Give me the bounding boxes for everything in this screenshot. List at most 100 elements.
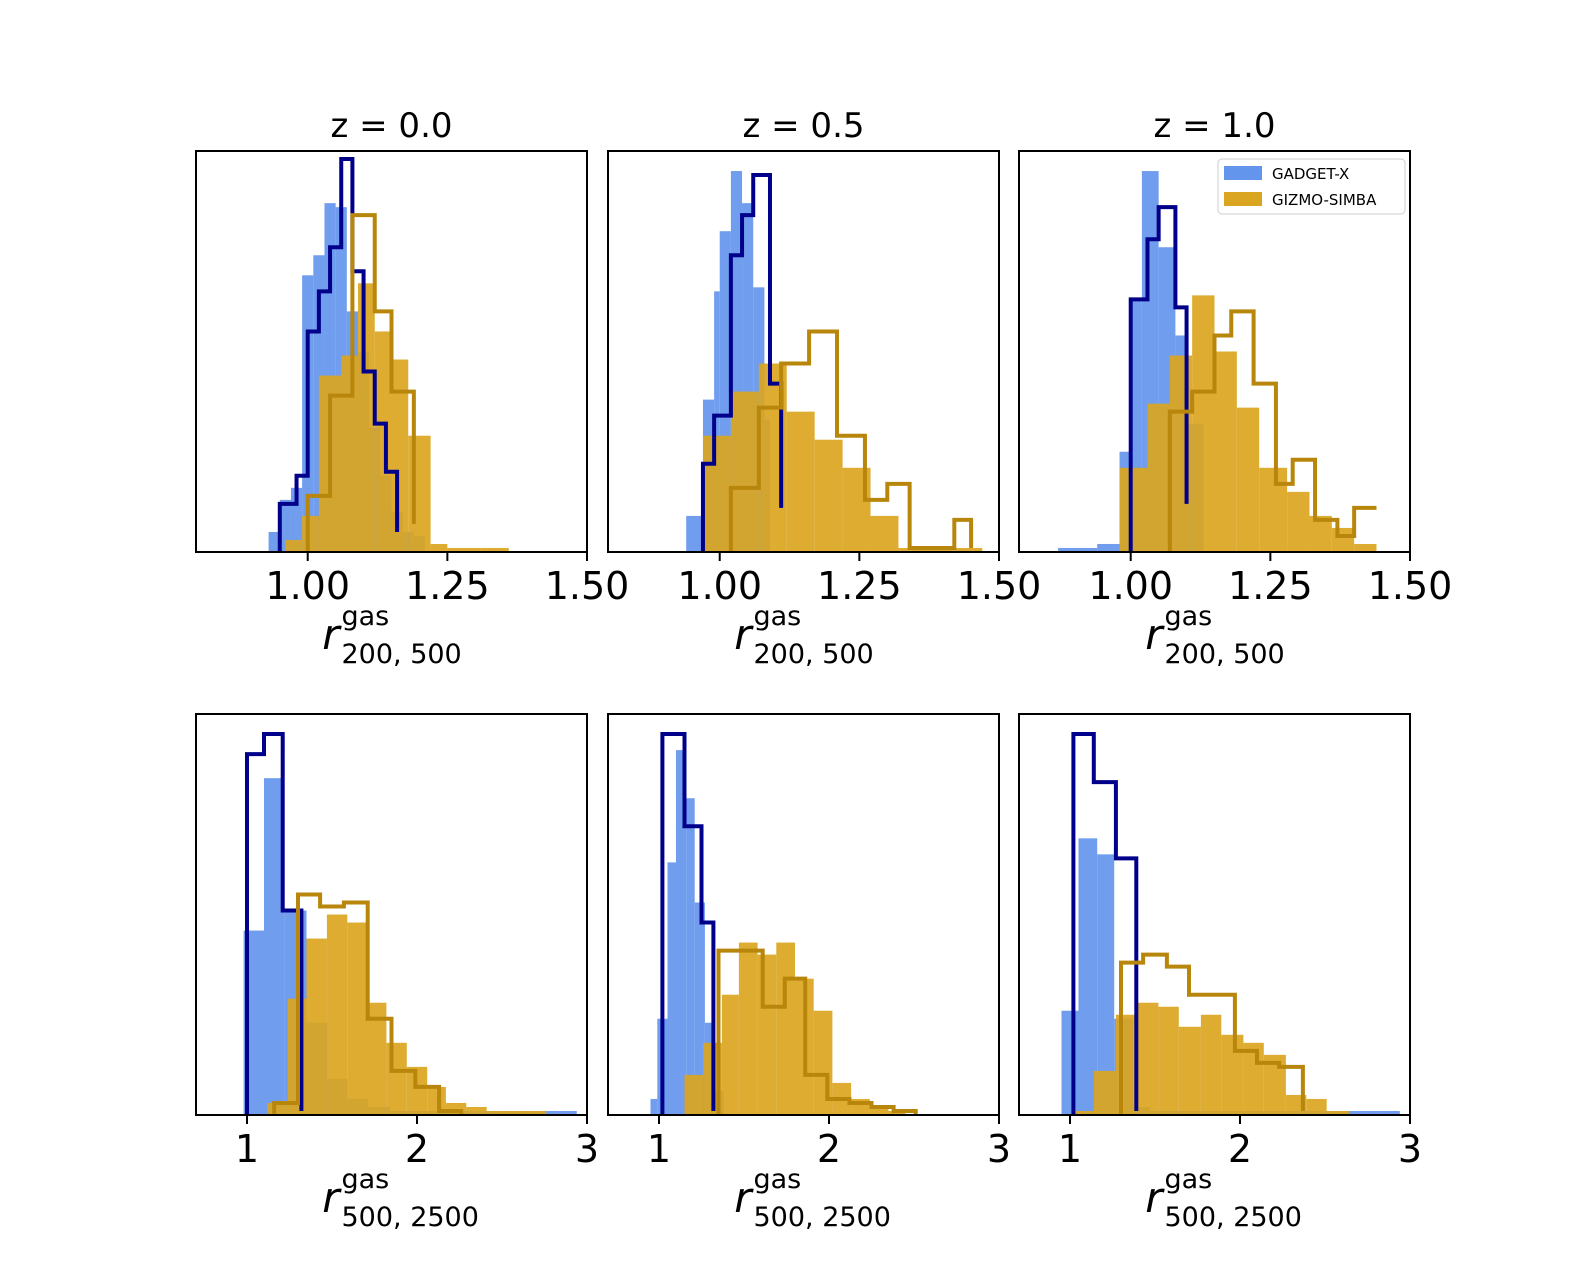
gadget-x-hist-bar [686,798,695,1115]
gizmo-simba-hist-bar [898,547,927,552]
axes-frame [1018,150,1411,553]
gadget-x-step [700,173,784,552]
gizmo-simba-hist-bar [954,547,983,552]
gizmo-simba-hist-bar [341,355,358,552]
x-tick-label: 1.50 [545,564,630,608]
gizmo-simba-hist-bar [1192,295,1215,552]
gizmo-simba-step [305,213,416,552]
gizmo-simba-hist-bar [366,1002,387,1115]
x-tick-label: 2 [405,1127,429,1171]
x-axis-label: r gas 200, 500 [734,601,874,670]
gadget-x-hist-bar [279,499,291,552]
plot-area [243,732,577,1115]
axes-frame [607,150,1000,553]
gadget-x-hist-bar [1058,547,1098,552]
x-axis-label-sub: 500, 2500 [1165,1202,1302,1233]
gadget-x-hist-bar [1364,1110,1382,1115]
gizmo-simba-hist-bar [926,547,955,552]
axes-frame [1018,713,1411,1116]
x-tick-label: 1.50 [957,564,1042,608]
gadget-x-hist-bar [1078,838,1098,1115]
gizmo-simba-hist-bar [326,914,348,1115]
gizmo-simba-hist-bar [1221,1034,1244,1115]
gadget-x-step [277,157,400,552]
gizmo-simba-hist-bar [466,1106,487,1115]
gadget-x-hist-bar [556,1110,577,1115]
gizmo-simba-hist-bar [1169,355,1193,552]
plot-area [268,157,509,552]
panel-title: z = 0.5 [742,106,864,146]
x-axis-label-main: r [734,610,754,659]
gadget-x-hist-bar [268,531,280,552]
gizmo-simba-step [716,948,918,1115]
gizmo-simba-hist-bar [1147,403,1170,552]
plot-area [1058,171,1377,552]
x-tick-label: 1.00 [677,564,762,608]
axes-frame [607,713,1000,1116]
gizmo-simba-hist-bar [1214,351,1237,552]
gizmo-simba-hist-bar [786,411,815,552]
gizmo-simba-hist-bar [357,283,375,552]
gizmo-simba-hist-bar [445,1102,467,1115]
gadget-x-hist-bar [1381,1110,1400,1115]
legend-frame [1217,158,1406,215]
panel-bottom-left: 1 2 3 r gas 500, 2500 [195,713,599,1233]
gizmo-simba-hist-bar [1115,1014,1137,1115]
x-axis-label-sup: gas [754,601,802,632]
gadget-x-hist-bar [730,171,743,552]
x-tick-label: 3 [987,1127,1011,1171]
gizmo-simba-hist-bar [480,547,509,552]
x-axis-label-sub: 500, 2500 [754,1202,891,1233]
panel-top-left: 1.00 1.25 1.50 z = 0.0 r gas 200, 500 [195,106,630,670]
gizmo-simba-hist-bar [1354,543,1377,552]
gizmo-simba-hist-bar [1331,527,1355,552]
panel-bottom-middle: 1 2 3 r gas 500, 2500 [607,713,1011,1233]
x-tick-label: 1 [235,1127,259,1171]
gizmo-simba-hist-bar [1243,1042,1264,1115]
gizmo-simba-hist-bar [486,1110,506,1115]
gadget-x-hist-bar [686,515,703,552]
x-tick-label: 1.25 [1228,564,1313,608]
x-axis-label-main: r [322,610,342,659]
gizmo-simba-hist-bar [285,539,303,552]
legend-label-gadget: GADGET-X [1272,165,1349,183]
gizmo-simba-hist-bar [374,331,392,552]
gadget-x-step [1071,732,1139,1115]
gizmo-simba-hist-bar [525,1110,547,1115]
x-axis-label: r gas 500, 2500 [1145,1164,1302,1233]
x-tick-label: 1.00 [1088,564,1173,608]
gizmo-simba-hist-bar [757,954,777,1115]
gadget-x-hist [1061,838,1400,1115]
x-axis-label-main: r [1145,610,1165,659]
gizmo-simba-hist-bar [869,1106,889,1115]
x-axis-label-main: r [734,1173,754,1222]
x-tick-label: 1 [647,1127,671,1171]
gizmo-simba-hist-bar [505,1110,526,1115]
x-tick-label: 1 [1058,1127,1082,1171]
x-tick-label: 1.50 [1368,564,1453,608]
gizmo-simba-hist-bar [776,942,795,1115]
gadget-x-hist-bar [1097,854,1115,1115]
gizmo-simba-hist-bar [684,1074,704,1115]
x-axis-label-main: r [1145,1173,1165,1222]
gizmo-simba-hist-bar [814,439,843,552]
panel-title: z = 0.0 [330,106,452,146]
gadget-x-hist-bar [1345,1110,1365,1115]
gizmo-simba-hist-bar [1263,1054,1286,1115]
gizmo-simba-hist-bar [406,1066,428,1115]
legend: GADGET-X GIZMO-SIMBA [1217,158,1406,215]
panel-bottom-right: 1 2 3 r gas 500, 2500 [1018,713,1422,1233]
gadget-x-hist-bar [313,255,325,552]
x-axis-label-main: r [322,1173,342,1222]
plot-area [686,171,983,552]
gizmo-simba-hist-bar [306,938,327,1115]
gadget-x-hist-bar [719,231,731,552]
gizmo-simba-hist-bar [1259,467,1288,552]
gadget-x-hist-bar [742,203,754,552]
x-tick-label: 1.25 [405,564,490,608]
gizmo-simba-hist-bar [1119,467,1148,552]
gadget-x-hist-bar [264,778,285,1115]
legend-label-gizmo: GIZMO-SIMBA [1272,191,1377,209]
gizmo-simba-hist-bar [1178,1026,1201,1115]
